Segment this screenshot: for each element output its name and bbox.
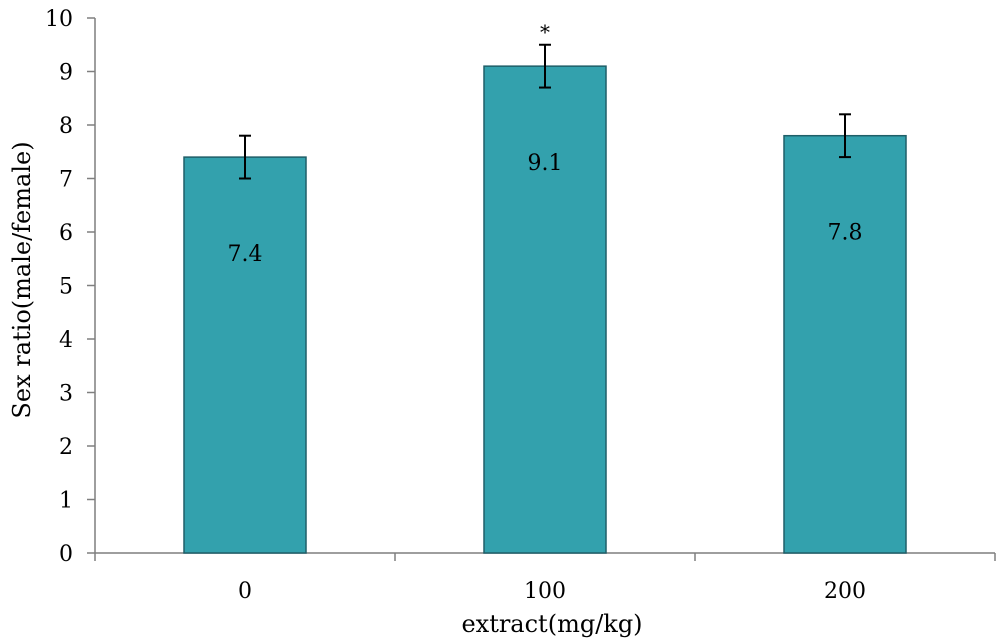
x-axis-title: extract(mg/kg): [461, 610, 642, 638]
y-tick-label: 0: [59, 542, 73, 567]
bars: 7.4 9.1 * 7.8: [183, 20, 907, 554]
y-tick-label: 5: [59, 275, 73, 300]
y-tick-label: 2: [59, 435, 73, 460]
y-tick-label: 9: [59, 61, 73, 86]
x-tick-label: 0: [238, 579, 252, 604]
significance-marker: *: [540, 20, 550, 44]
y-tick-label: 7: [59, 168, 73, 193]
bar: [783, 134, 907, 554]
data-label: 7.4: [228, 242, 263, 267]
x-axis: 0 100 200: [94, 552, 996, 604]
y-tick-label: 6: [59, 221, 73, 246]
data-label: 9.1: [528, 151, 563, 176]
x-tick-label: 200: [824, 579, 866, 604]
y-axis: 0 1 2 3 4 5 6 7 8 9 10: [45, 7, 96, 567]
y-axis-title: Sex ratio(male/female): [8, 141, 36, 418]
y-tick-label: 8: [59, 114, 73, 139]
y-tick-label: 4: [59, 328, 73, 353]
y-tick-label: 10: [45, 7, 73, 32]
x-tick-label: 100: [524, 579, 566, 604]
bar: [183, 156, 307, 554]
y-tick-label: 3: [59, 382, 73, 407]
y-tick-label: 1: [59, 489, 73, 514]
data-label: 7.8: [828, 221, 863, 246]
bar: [483, 65, 607, 554]
